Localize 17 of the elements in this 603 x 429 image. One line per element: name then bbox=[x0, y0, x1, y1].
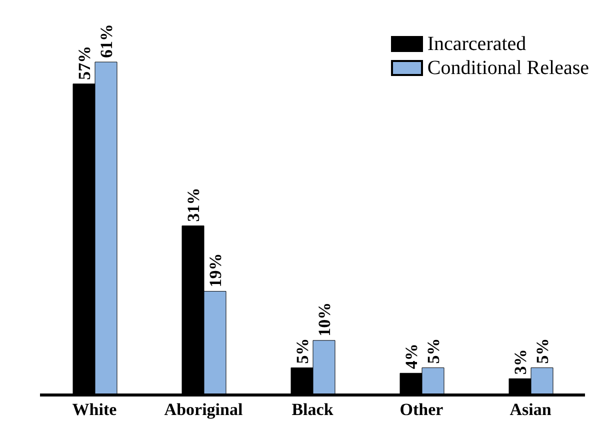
data-label: 5% bbox=[424, 338, 443, 364]
data-label: 5% bbox=[533, 338, 552, 364]
x-tick-label: Aboriginal bbox=[164, 400, 243, 420]
data-label: 10% bbox=[315, 302, 334, 336]
data-label: 3% bbox=[511, 349, 530, 375]
data-label: 4% bbox=[402, 344, 421, 370]
data-label: 31% bbox=[184, 188, 203, 222]
x-tick-label: White bbox=[72, 400, 118, 420]
data-label: 19% bbox=[206, 253, 225, 288]
x-tick-label: Asian bbox=[510, 400, 552, 420]
legend-label: Incarcerated bbox=[427, 32, 526, 56]
data-label: 61% bbox=[97, 24, 116, 58]
data-label: 5% bbox=[293, 338, 312, 364]
x-tick-label: Black bbox=[292, 400, 334, 420]
data-label: 57% bbox=[75, 46, 94, 80]
x-tick-label: Other bbox=[400, 400, 444, 420]
legend-label: Conditional Release bbox=[427, 56, 589, 80]
